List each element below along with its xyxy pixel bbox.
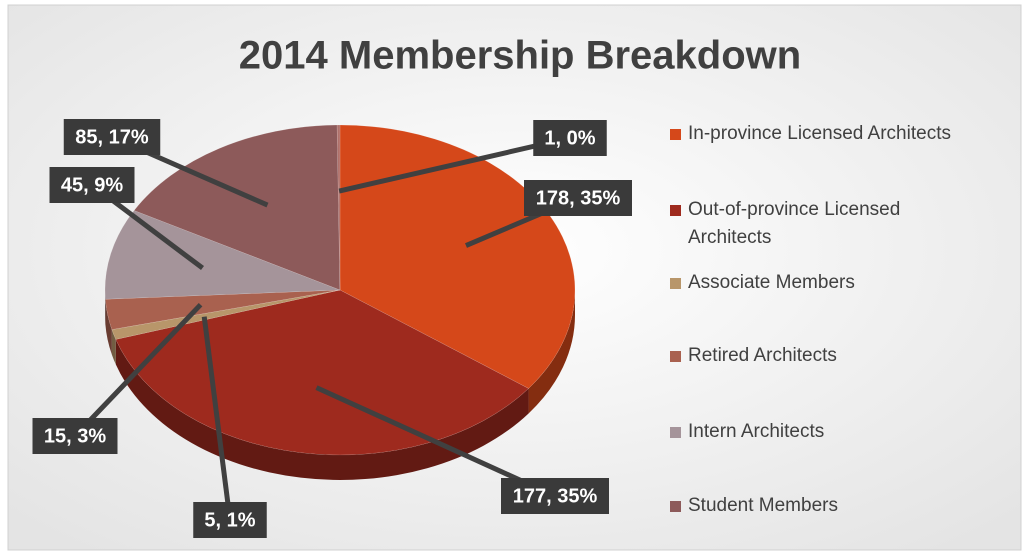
legend-swatch	[670, 501, 681, 512]
legend-label: Associate Members	[688, 272, 855, 293]
legend-item: Retired Architects	[670, 342, 1018, 370]
data-label-box	[501, 478, 609, 514]
data-label-box	[49, 167, 135, 203]
data-label-box	[533, 120, 607, 156]
legend-swatch	[670, 427, 681, 438]
legend-label: In-province Licensed Architects	[688, 123, 951, 144]
legend-item: Student Members	[670, 492, 1018, 520]
data-label: 178, 35%	[536, 187, 621, 209]
legend-label: Retired Architects	[688, 345, 837, 366]
leader-line	[73, 302, 203, 438]
leader-line	[201, 316, 233, 521]
data-label-box	[524, 180, 632, 216]
slice-side	[105, 299, 112, 355]
legend-swatch	[670, 351, 681, 362]
legend-swatch	[670, 278, 681, 289]
slice	[111, 289, 341, 340]
data-label: 85, 17%	[75, 126, 149, 148]
data-label: 45, 9%	[61, 174, 123, 196]
slice-side	[528, 290, 575, 414]
legend-label: Student Members	[688, 495, 838, 516]
legend-item: Intern Architects	[670, 418, 1018, 446]
data-label-box	[32, 418, 118, 454]
data-label: 5, 1%	[204, 509, 255, 531]
legend-label: Out-of-province Licensed Architects	[688, 199, 901, 248]
legend-swatch	[670, 205, 681, 216]
legend-swatch	[670, 129, 681, 140]
legend-label: Intern Architects	[688, 421, 825, 442]
data-label: 177, 35%	[513, 485, 598, 507]
slice	[336, 124, 341, 291]
data-label-box	[63, 119, 161, 155]
slice	[133, 124, 341, 291]
leader-line	[315, 385, 557, 499]
legend-item: Out-of-province Licensed Architects	[670, 196, 958, 252]
slice	[105, 289, 341, 330]
legend-item: Associate Members	[670, 269, 1018, 297]
leader-line	[338, 135, 571, 194]
data-label: 1, 0%	[544, 127, 595, 149]
data-label: 15, 3%	[44, 425, 106, 447]
chart-title: 2014 Membership Breakdown	[239, 34, 801, 78]
legend-item: In-province Licensed Architects	[670, 120, 1018, 148]
slice-side	[111, 329, 116, 365]
data-label-box	[193, 502, 267, 538]
